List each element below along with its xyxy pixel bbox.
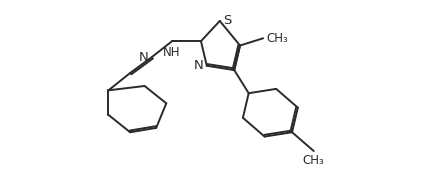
Text: S: S (223, 14, 232, 27)
Text: NH: NH (163, 46, 181, 59)
Text: N: N (138, 50, 148, 64)
Text: CH₃: CH₃ (303, 154, 324, 167)
Text: N: N (193, 59, 203, 72)
Text: CH₃: CH₃ (267, 32, 288, 45)
